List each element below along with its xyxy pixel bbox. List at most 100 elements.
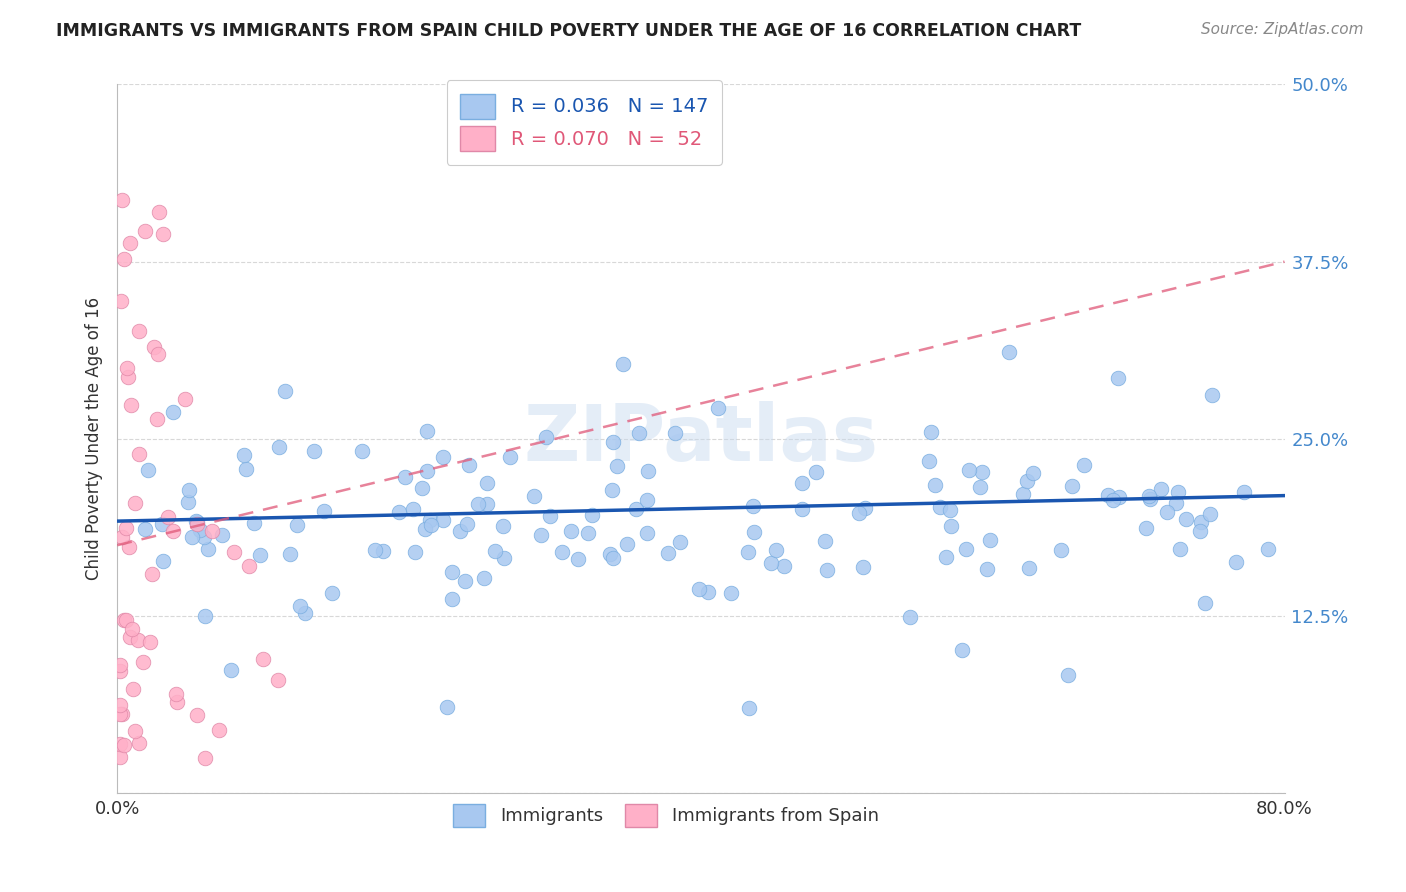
Point <box>765 543 787 558</box>
Point <box>1021 466 1043 480</box>
Point <box>404 545 426 559</box>
Point <box>132 655 155 669</box>
Point <box>551 545 574 559</box>
Point <box>108 664 131 678</box>
Point <box>449 524 471 539</box>
Point <box>173 392 195 407</box>
Point <box>720 586 742 600</box>
Point <box>117 370 139 384</box>
Point <box>848 506 870 520</box>
Point <box>920 425 942 439</box>
Point <box>742 524 765 539</box>
Point <box>150 516 173 531</box>
Point <box>124 496 146 510</box>
Point <box>707 401 730 416</box>
Point <box>110 706 132 721</box>
Point <box>411 481 433 495</box>
Point <box>669 535 692 549</box>
Point <box>1225 555 1247 569</box>
Point <box>560 524 582 538</box>
Point <box>186 708 208 723</box>
Point <box>1073 458 1095 472</box>
Point <box>475 476 498 491</box>
Point <box>959 463 981 477</box>
Point <box>1194 596 1216 610</box>
Point <box>413 522 436 536</box>
Point <box>148 347 170 361</box>
Point <box>599 547 621 561</box>
Point <box>243 516 266 530</box>
Point <box>979 533 1001 548</box>
Point <box>235 462 257 476</box>
Point <box>523 489 546 503</box>
Point <box>148 204 170 219</box>
Point <box>636 493 658 508</box>
Point <box>1174 512 1197 526</box>
Point <box>536 430 558 444</box>
Point <box>1137 489 1160 503</box>
Point <box>626 501 648 516</box>
Point <box>790 502 813 516</box>
Point <box>274 384 297 398</box>
Point <box>602 551 624 566</box>
Point <box>1097 488 1119 502</box>
Point <box>1135 521 1157 535</box>
Point <box>193 530 215 544</box>
Point <box>141 566 163 581</box>
Point <box>249 548 271 562</box>
Point <box>238 559 260 574</box>
Point <box>252 651 274 665</box>
Point <box>1015 474 1038 488</box>
Point <box>162 524 184 538</box>
Point <box>627 425 650 440</box>
Point <box>1201 388 1223 402</box>
Point <box>186 516 208 531</box>
Point <box>492 519 515 533</box>
Point <box>120 235 142 250</box>
Point <box>498 450 520 464</box>
Point <box>918 454 941 468</box>
Point <box>304 443 326 458</box>
Point <box>134 224 156 238</box>
Text: Source: ZipAtlas.com: Source: ZipAtlas.com <box>1201 22 1364 37</box>
Point <box>416 425 439 439</box>
Point <box>1101 492 1123 507</box>
Point <box>415 464 437 478</box>
Point <box>697 585 720 599</box>
Point <box>457 458 479 472</box>
Point <box>814 533 837 548</box>
Point <box>146 411 169 425</box>
Point <box>184 514 207 528</box>
Point <box>453 574 475 588</box>
Point <box>285 517 308 532</box>
Point <box>924 477 946 491</box>
Point <box>600 483 623 497</box>
Point <box>118 541 141 555</box>
Point <box>127 633 149 648</box>
Point <box>1150 482 1173 496</box>
Point <box>792 476 814 491</box>
Point <box>969 480 991 494</box>
Point <box>108 657 131 672</box>
Legend: Immigrants, Immigrants from Spain: Immigrants, Immigrants from Spain <box>446 797 886 834</box>
Point <box>815 563 838 577</box>
Point <box>114 613 136 627</box>
Point <box>741 499 763 513</box>
Point <box>477 497 499 511</box>
Point <box>637 464 659 478</box>
Point <box>201 524 224 538</box>
Point <box>581 508 603 523</box>
Point <box>1199 508 1222 522</box>
Point <box>194 751 217 765</box>
Point <box>267 673 290 687</box>
Point <box>134 522 156 536</box>
Point <box>128 447 150 461</box>
Y-axis label: Child Poverty Under the Age of 16: Child Poverty Under the Age of 16 <box>86 297 103 581</box>
Point <box>576 526 599 541</box>
Point <box>1057 667 1080 681</box>
Point <box>606 459 628 474</box>
Point <box>110 293 132 308</box>
Point <box>186 515 208 529</box>
Point <box>1108 490 1130 504</box>
Point <box>737 545 759 559</box>
